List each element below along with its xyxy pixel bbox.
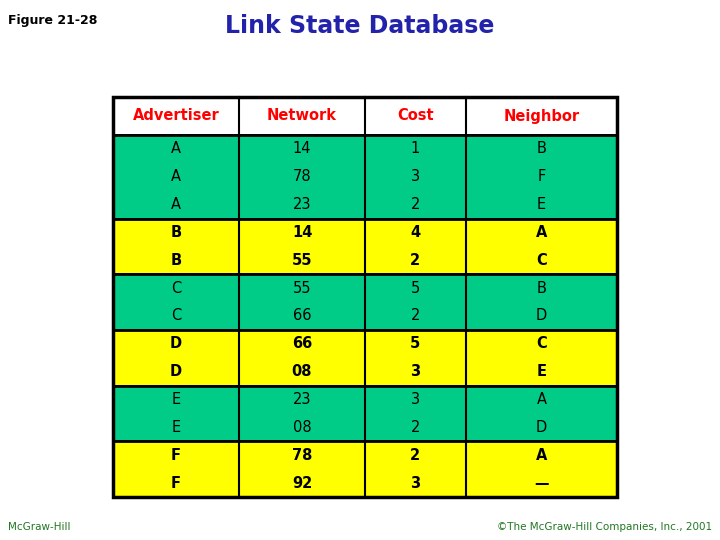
Text: 14: 14	[293, 141, 311, 157]
Text: A: A	[536, 392, 546, 407]
Text: 08: 08	[292, 364, 312, 379]
Text: —: —	[534, 476, 549, 490]
Text: 2: 2	[410, 197, 420, 212]
Bar	[113, 97, 617, 497]
Text: C: C	[536, 336, 546, 352]
Text: E: E	[171, 392, 181, 407]
Text: 78: 78	[293, 169, 311, 184]
Text: 55: 55	[292, 253, 312, 268]
Text: 5: 5	[410, 336, 420, 352]
Text: E: E	[537, 197, 546, 212]
Bar	[113, 330, 617, 386]
Text: F: F	[171, 448, 181, 463]
Bar	[113, 441, 617, 497]
Text: E: E	[171, 420, 181, 435]
Bar	[113, 219, 617, 274]
Text: 2: 2	[410, 420, 420, 435]
Text: 3: 3	[411, 392, 420, 407]
Text: 1: 1	[411, 141, 420, 157]
Text: D: D	[536, 420, 547, 435]
Text: F: F	[537, 169, 546, 184]
Text: B: B	[171, 225, 181, 240]
Text: Neighbor: Neighbor	[503, 109, 580, 124]
Text: 3: 3	[410, 364, 420, 379]
Text: A: A	[536, 448, 547, 463]
Text: 08: 08	[293, 420, 311, 435]
Text: 78: 78	[292, 448, 312, 463]
Text: McGraw-Hill: McGraw-Hill	[8, 522, 71, 532]
Text: D: D	[536, 308, 547, 323]
Bar	[113, 386, 617, 441]
Text: 3: 3	[411, 169, 420, 184]
Text: A: A	[171, 197, 181, 212]
Text: 66: 66	[293, 308, 311, 323]
Text: 2: 2	[410, 308, 420, 323]
Text: 66: 66	[292, 336, 312, 352]
Text: B: B	[536, 141, 546, 157]
Bar	[113, 135, 617, 219]
Text: Network: Network	[267, 109, 337, 124]
Bar	[113, 274, 617, 330]
Text: 5: 5	[411, 281, 420, 296]
Text: B: B	[171, 253, 181, 268]
Bar	[113, 97, 617, 135]
Text: 55: 55	[293, 281, 311, 296]
Text: B: B	[536, 281, 546, 296]
Text: D: D	[170, 364, 182, 379]
Text: C: C	[171, 281, 181, 296]
Text: Advertiser: Advertiser	[132, 109, 220, 124]
Text: F: F	[171, 476, 181, 490]
Text: 2: 2	[410, 253, 420, 268]
Text: 23: 23	[293, 197, 311, 212]
Text: 3: 3	[410, 476, 420, 490]
Text: A: A	[171, 141, 181, 157]
Text: D: D	[170, 336, 182, 352]
Text: Cost: Cost	[397, 109, 433, 124]
Text: ©The McGraw-Hill Companies, Inc., 2001: ©The McGraw-Hill Companies, Inc., 2001	[497, 522, 712, 532]
Text: Figure 21-28: Figure 21-28	[8, 14, 97, 27]
Text: A: A	[171, 169, 181, 184]
Text: 92: 92	[292, 476, 312, 490]
Text: E: E	[536, 364, 546, 379]
Text: 4: 4	[410, 225, 420, 240]
Text: A: A	[536, 225, 547, 240]
Text: 23: 23	[293, 392, 311, 407]
Text: 14: 14	[292, 225, 312, 240]
Text: C: C	[171, 308, 181, 323]
Text: 2: 2	[410, 448, 420, 463]
Text: C: C	[536, 253, 546, 268]
Text: Link State Database: Link State Database	[225, 14, 495, 38]
